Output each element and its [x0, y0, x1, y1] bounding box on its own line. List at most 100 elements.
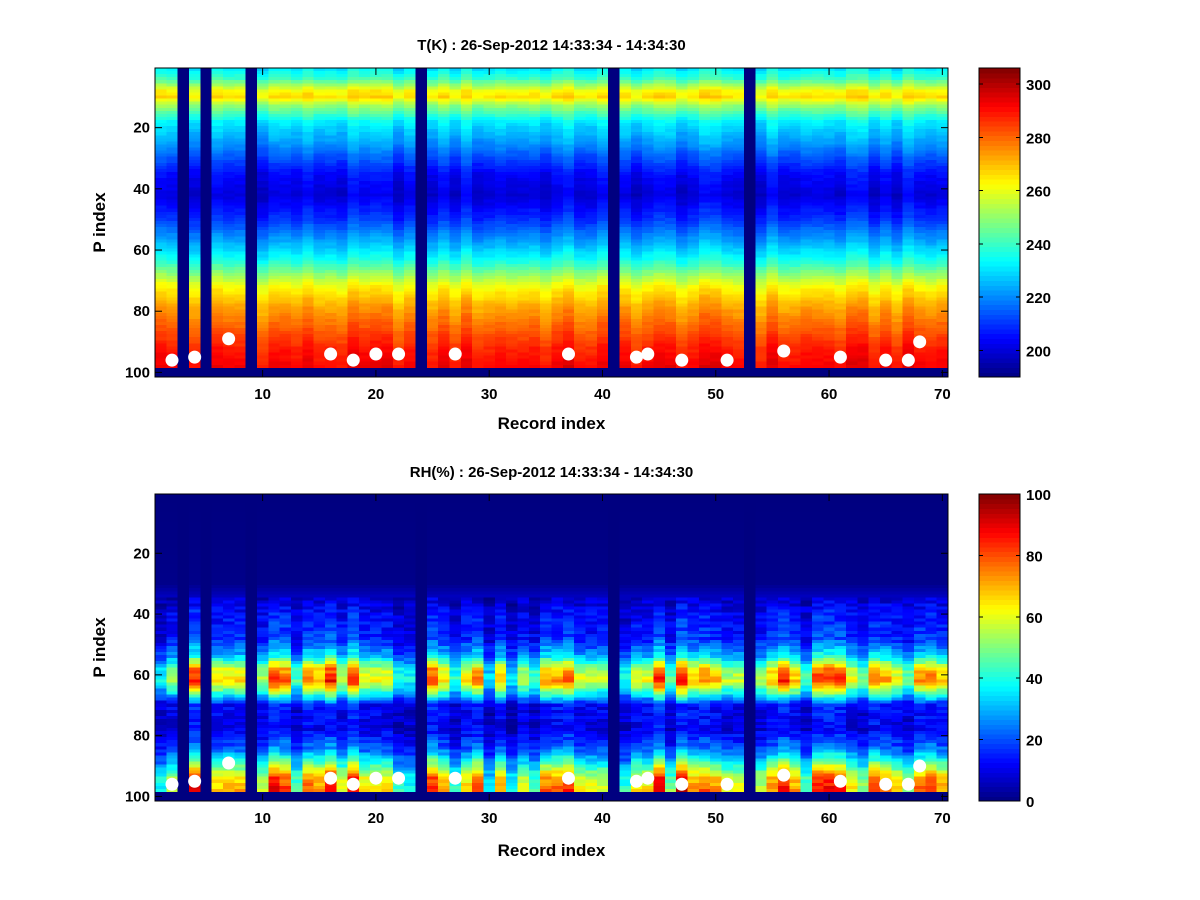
heatmap-cell — [528, 162, 541, 167]
heatmap-cell — [256, 190, 269, 195]
heatmap-cell — [381, 269, 394, 274]
heatmap-cell — [200, 205, 213, 210]
heatmap-cell — [438, 331, 451, 335]
heatmap-cell — [370, 315, 383, 320]
heatmap-cell — [404, 233, 417, 237]
heatmap-cell — [506, 132, 519, 136]
heatmap-cell — [324, 98, 337, 103]
heatmap-cell — [268, 266, 281, 271]
heatmap-cell — [426, 190, 439, 195]
heatmap-cell — [211, 135, 224, 139]
heatmap-cell — [494, 309, 507, 314]
heatmap-cell — [415, 211, 428, 216]
heatmap-cell — [222, 272, 235, 277]
heatmap-cell — [268, 220, 281, 225]
heatmap-cell — [222, 297, 235, 302]
heatmap-cell — [370, 156, 383, 161]
heatmap-cell — [234, 98, 247, 103]
heatmap-cell — [392, 190, 405, 195]
heatmap-cell — [404, 294, 417, 299]
heatmap-cell — [472, 340, 485, 344]
heatmap-cell — [166, 126, 179, 130]
heatmap-cell — [313, 358, 326, 363]
heatmap-cell — [188, 104, 201, 109]
heatmap-cell — [155, 83, 167, 87]
heatmap-cell — [426, 260, 439, 265]
heatmap-cell — [313, 315, 326, 320]
heatmap-cell — [256, 135, 269, 139]
heatmap-cell — [392, 95, 405, 100]
heatmap-cell — [234, 181, 247, 185]
heatmap-cell — [494, 346, 507, 351]
heatmap-cell — [302, 172, 315, 176]
heatmap-cell — [347, 126, 360, 130]
heatmap-cell — [370, 77, 383, 81]
heatmap-cell — [279, 217, 292, 222]
heatmap-cell — [268, 199, 281, 204]
heatmap-cell — [290, 83, 303, 87]
heatmap-cell — [392, 328, 405, 332]
heatmap-cell — [472, 303, 485, 308]
heatmap-cell — [290, 315, 303, 320]
heatmap-cell — [381, 282, 394, 286]
heatmap-cell — [460, 288, 473, 292]
heatmap-cell — [268, 104, 281, 109]
heatmap-cell — [358, 113, 371, 118]
heatmap-cell — [200, 172, 213, 176]
heatmap-cell — [279, 349, 292, 354]
heatmap-cell — [381, 352, 394, 357]
heatmap-cell — [155, 291, 167, 295]
heatmap-cell — [222, 352, 235, 357]
heatmap-cell — [438, 300, 451, 305]
heatmap-cell — [415, 361, 428, 366]
heatmap-cell — [177, 251, 190, 256]
heatmap-cell — [426, 294, 439, 299]
heatmap-cell — [392, 257, 405, 262]
heatmap-cell — [290, 239, 303, 243]
heatmap-cell — [324, 211, 337, 216]
heatmap-cell — [347, 239, 360, 243]
heatmap-cell — [381, 165, 394, 170]
heatmap-cell — [426, 110, 439, 115]
heatmap-cell — [370, 269, 383, 274]
heatmap-cell — [494, 257, 507, 262]
heatmap-cell — [234, 373, 247, 378]
heatmap-cell — [313, 138, 326, 143]
heatmap-cell — [222, 227, 235, 231]
heatmap-cell — [449, 175, 462, 179]
heatmap-cell — [279, 120, 292, 124]
heatmap-cell — [506, 193, 519, 198]
heatmap-cell — [426, 208, 439, 213]
heatmap-cell — [438, 150, 451, 155]
heatmap-cell — [426, 346, 439, 351]
heatmap-cell — [200, 217, 213, 222]
heatmap-cell — [358, 276, 371, 280]
heatmap-cell — [155, 220, 167, 225]
heatmap-cell — [517, 269, 530, 274]
heatmap-cell — [302, 328, 315, 332]
heatmap-cell — [324, 312, 337, 317]
heatmap-cell — [483, 337, 496, 341]
heatmap-cell — [494, 83, 507, 87]
heatmap-cell — [155, 110, 167, 115]
heatmap-cell — [404, 98, 417, 103]
heatmap-cell — [188, 318, 201, 323]
heatmap-cell — [438, 196, 451, 201]
heatmap-cell — [324, 315, 337, 320]
heatmap-cell — [234, 175, 247, 179]
heatmap-cell — [200, 315, 213, 320]
heatmap-cell — [472, 77, 485, 81]
heatmap-cell — [494, 199, 507, 204]
heatmap-cell — [404, 89, 417, 94]
heatmap-cell — [483, 269, 496, 274]
heatmap-cell — [426, 236, 439, 240]
heatmap-cell — [358, 68, 371, 72]
heatmap-cell — [324, 233, 337, 237]
heatmap-cell — [438, 101, 451, 106]
heatmap-cell — [155, 276, 167, 280]
heatmap-cell — [370, 144, 383, 149]
heatmap-cell — [279, 285, 292, 289]
heatmap-cell — [279, 71, 292, 75]
heatmap-cell — [483, 193, 496, 198]
heatmap-cell — [200, 291, 213, 295]
